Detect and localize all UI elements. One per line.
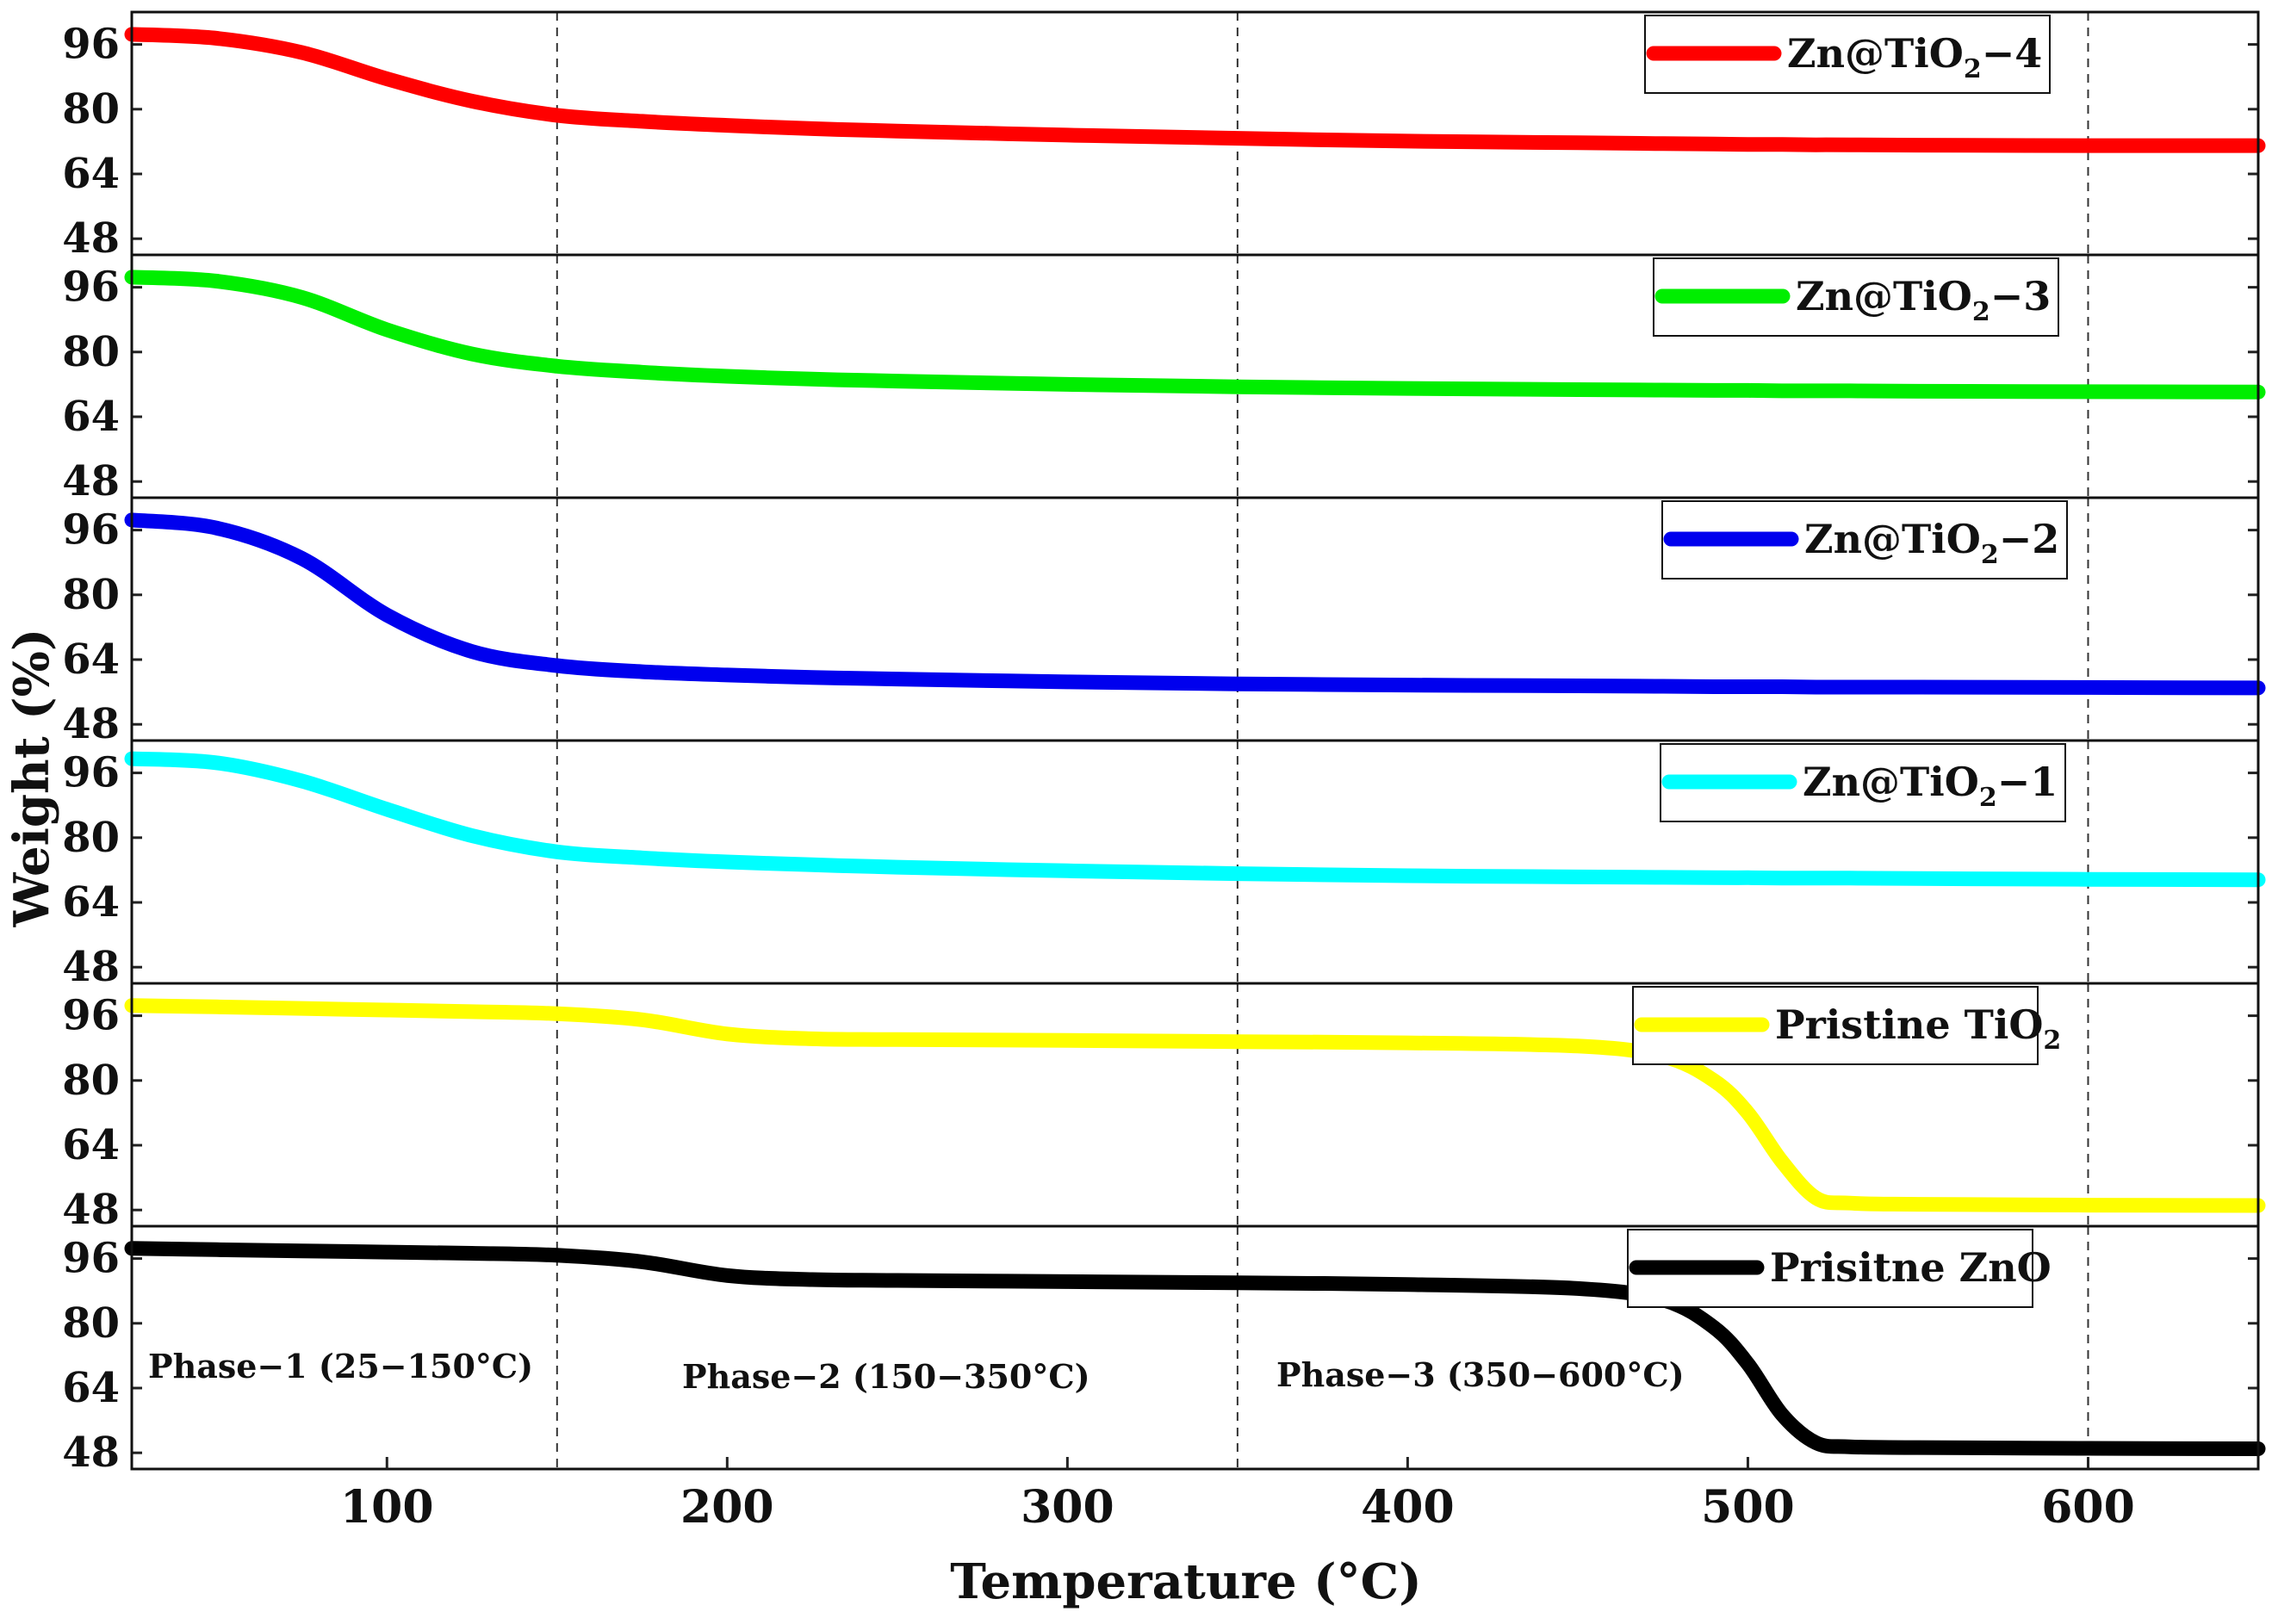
y-tick-label: 80 <box>62 328 120 376</box>
legend-label: Zn@TiO2−2 <box>1804 516 2059 570</box>
y-tick-label: 80 <box>62 571 120 619</box>
x-tick-label: 500 <box>1701 1481 1795 1534</box>
y-tick-label: 96 <box>62 992 120 1040</box>
series-line <box>124 751 2266 888</box>
y-tick-label: 64 <box>62 1121 120 1169</box>
legend: Prisitne ZnO <box>1627 1229 2052 1308</box>
x-tick-label: 400 <box>1361 1481 1455 1534</box>
legend: Zn@TiO2−2 <box>1661 500 2068 580</box>
x-tick-label: 300 <box>1021 1481 1114 1534</box>
y-tick-label: 96 <box>62 1235 120 1283</box>
y-tick-label: 80 <box>62 1057 120 1105</box>
panel-frame <box>130 1224 2260 1471</box>
y-tick-label: 64 <box>62 393 120 441</box>
x-tick-label: 100 <box>340 1481 434 1534</box>
x-tick-label: 200 <box>680 1481 774 1534</box>
series-line <box>124 27 2266 153</box>
legend-label: Zn@TiO2−1 <box>1803 759 2058 813</box>
series-line <box>124 1241 2266 1456</box>
y-tick-label: 80 <box>62 1299 120 1348</box>
series-line <box>124 270 2266 400</box>
y-tick-label: 64 <box>62 1364 120 1412</box>
y-tick-label: 96 <box>62 263 120 312</box>
panel-5: 48 64 80 96 Pristine TiO2 <box>62 982 2266 1234</box>
y-tick-label: 64 <box>62 878 120 927</box>
y-tick-label: 80 <box>62 85 120 133</box>
panel-2: 48 64 80 96 Zn@TiO2−3 <box>62 253 2266 505</box>
legend-label: Prisitne ZnO <box>1770 1244 2052 1291</box>
x-axis: 100 200 300 400 500 600 <box>340 1457 2135 1534</box>
legend-label: Zn@TiO2−4 <box>1787 30 2042 84</box>
axis-titles: Temperature (°C) Weight (%) <box>3 629 1422 1610</box>
legend-label: Zn@TiO2−3 <box>1796 273 2051 327</box>
y-tick-label: 64 <box>62 635 120 684</box>
y-axis-title: Weight (%) <box>3 629 60 928</box>
legend-label: Pristine TiO2 <box>1775 1001 2061 1056</box>
y-tick-label: 48 <box>62 700 120 748</box>
panel-4: 48 64 80 96 Zn@TiO2−1 <box>62 739 2266 991</box>
x-axis-title: Temperature (°C) <box>950 1553 1421 1610</box>
y-tick-label: 96 <box>62 749 120 797</box>
panel-1: 48 64 80 96 Zn@TiO2−4 <box>62 10 2266 263</box>
y-tick-label: 96 <box>62 506 120 555</box>
y-tick-label: 48 <box>62 214 120 263</box>
legend: Zn@TiO2−4 <box>1644 15 2051 94</box>
legend: Zn@TiO2−1 <box>1660 743 2066 822</box>
y-tick-label: 96 <box>62 21 120 69</box>
phase-label: Phase−2 (150−350°C) <box>682 1357 1090 1396</box>
y-tick-label: 80 <box>62 814 120 862</box>
legend: Zn@TiO2−3 <box>1653 257 2059 337</box>
y-tick-label: 64 <box>62 150 120 198</box>
chart-panels: 48 64 80 96 Zn@TiO2−4 48 64 80 96 Zn@TiO2−3 48 64 80… <box>62 10 2266 1534</box>
panel-6: 48 64 80 96 Prisitne ZnO <box>62 1224 2266 1477</box>
y-tick-label: 48 <box>62 1429 120 1477</box>
series-line <box>124 512 2266 696</box>
y-tick-label: 48 <box>62 457 120 505</box>
phase-label: Phase−1 (25−150°C) <box>148 1347 533 1385</box>
series-line <box>124 998 2266 1213</box>
y-tick-label: 48 <box>62 943 120 991</box>
legend: Pristine TiO2 <box>1632 986 2061 1065</box>
panel-3: 48 64 80 96 Zn@TiO2−2 <box>62 496 2266 748</box>
y-tick-label: 48 <box>62 1186 120 1234</box>
phase-label: Phase−3 (350−600°C) <box>1276 1355 1685 1394</box>
x-tick-label: 600 <box>2041 1481 2135 1534</box>
